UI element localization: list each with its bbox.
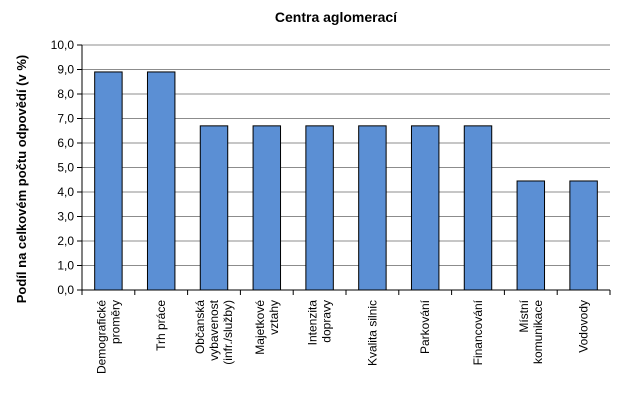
bar [463, 125, 493, 291]
x-category-label: Kvalita silnic [365, 300, 379, 366]
bar [252, 125, 282, 291]
axes [77, 44, 611, 295]
y-tick-label: 5,0 [57, 161, 74, 175]
y-tick-label: 0,0 [57, 283, 74, 297]
y-tick-label: 8,0 [57, 87, 74, 101]
bars [94, 71, 598, 291]
bar [305, 125, 334, 291]
y-tick-label: 9,0 [57, 63, 74, 77]
x-category-label: Majetkové [253, 300, 267, 355]
x-category-labels: Demografické proměry Trh práce Občanská vyba… [94, 299, 590, 374]
x-category-label: Občanská [193, 300, 207, 354]
y-tick-label: 4,0 [57, 185, 74, 199]
y-tick-label: 10,0 [51, 38, 75, 52]
bar [358, 125, 387, 291]
x-category-label: vztahy [267, 300, 281, 335]
x-category-label: komunikace [531, 300, 545, 364]
bar [146, 71, 176, 291]
x-category-label: vybavenost [207, 299, 221, 360]
x-category-label: Financování [471, 299, 485, 365]
y-tick-label: 2,0 [57, 234, 74, 248]
x-category-label: Intenzita [306, 300, 320, 346]
bar [410, 125, 440, 291]
x-category-label: Parkování [418, 299, 432, 354]
x-category-label: Místní [517, 299, 531, 332]
y-tick-labels: 0,0 1,0 2,0 3,0 4,0 5,0 6,0 7,0 8,0 9,0 10,0 [51, 38, 75, 297]
y-tick-label: 7,0 [57, 112, 74, 126]
x-category-label: proměry [108, 300, 122, 344]
bar [199, 125, 229, 291]
bar [569, 180, 598, 291]
y-axis-label: Podíl na celkovém počtu odpovědí (v %) [14, 55, 29, 304]
x-category-label: Vodovody [577, 300, 591, 353]
bar [516, 180, 546, 291]
x-category-label: Demografické [94, 300, 108, 374]
x-category-label: Trh práce [154, 300, 168, 351]
bar [94, 71, 123, 291]
y-tick-label: 3,0 [57, 210, 74, 224]
y-tick-label: 6,0 [57, 136, 74, 150]
y-tick-label: 1,0 [57, 259, 74, 273]
x-category-label: (infr./služby) [221, 300, 235, 365]
chart-title: Centra aglomerací [275, 9, 398, 25]
x-category-label: dopravy [320, 300, 334, 343]
